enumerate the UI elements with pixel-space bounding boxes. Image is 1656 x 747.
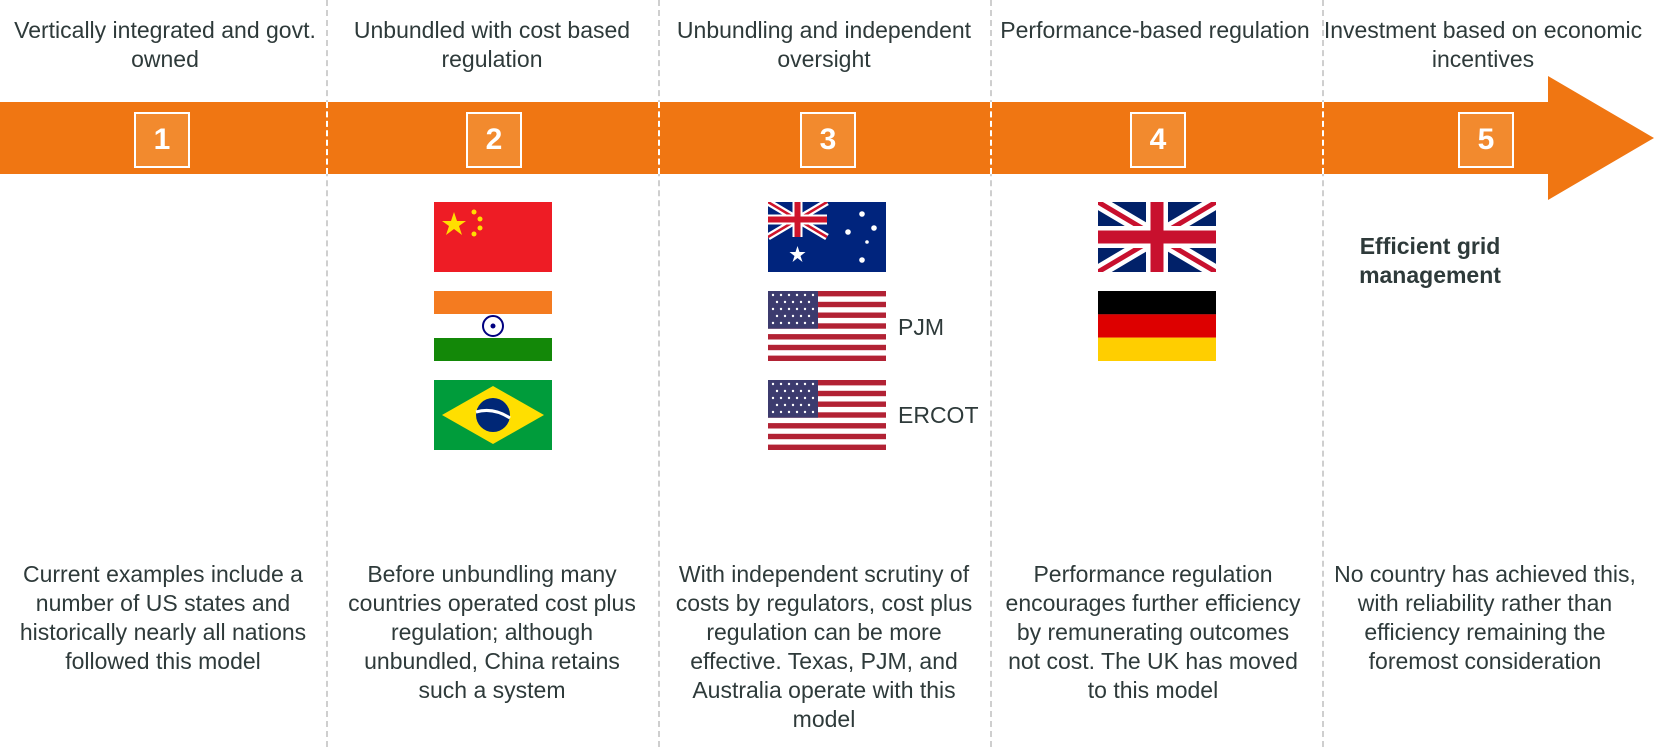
stage-3-number: 3	[800, 112, 856, 168]
stage-5-callout: Efficient grid management	[1359, 233, 1501, 288]
stage-3-title: Unbundling and independent oversight	[676, 17, 972, 72]
stage-2-title: Unbundled with cost based regulation	[353, 17, 631, 72]
india-flag	[434, 291, 552, 361]
usa-flag	[768, 380, 886, 450]
arrow-divider	[990, 102, 992, 174]
stage-2-number: 2	[466, 112, 522, 168]
germany-flag	[1098, 291, 1216, 361]
arrow-divider	[326, 102, 328, 174]
arrow-divider	[1322, 102, 1324, 174]
australia-flag	[768, 202, 886, 272]
stage-5-title: Investment based on economic incentives	[1323, 17, 1643, 72]
usa-flag	[768, 291, 886, 361]
stage-5-number: 5	[1458, 112, 1514, 168]
uk-flag	[1098, 202, 1216, 272]
stage-3-description: With independent scrutiny of costs by re…	[675, 561, 973, 732]
stage-5-description: No country has achieved this, with relia…	[1334, 561, 1636, 674]
column-divider	[990, 0, 992, 747]
stage-2-description: Before unbundling many countries operate…	[348, 561, 636, 703]
stage-1-title: Vertically integrated and govt. owned	[14, 17, 316, 72]
stage-1-number: 1	[134, 112, 190, 168]
column-divider	[658, 0, 660, 747]
column-divider	[1322, 0, 1324, 747]
stage-4-title: Performance-based regulation	[1000, 17, 1310, 43]
pjm-label: PJM	[898, 314, 944, 340]
column-divider	[326, 0, 328, 747]
brazil-flag	[434, 380, 552, 450]
arrow-divider	[658, 102, 660, 174]
stage-4-description: Performance regulation encourages furthe…	[1005, 561, 1301, 703]
stage-4-number: 4	[1130, 112, 1186, 168]
stage-1-description: Current examples include a number of US …	[19, 561, 307, 674]
ercot-label: ERCOT	[898, 402, 979, 428]
china-flag	[434, 202, 552, 272]
